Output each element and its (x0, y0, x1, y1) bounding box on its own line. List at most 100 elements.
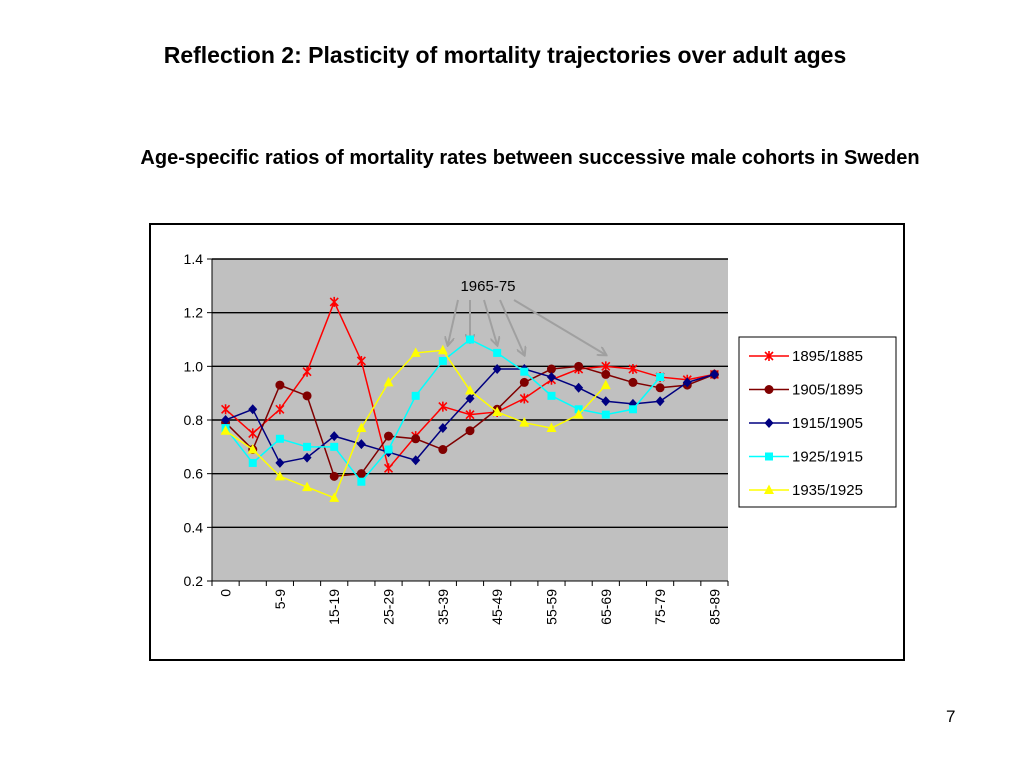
legend-marker (765, 452, 773, 461)
data-point (356, 439, 366, 450)
data-point (410, 347, 421, 357)
data-point (682, 377, 692, 388)
data-point (221, 404, 231, 415)
data-point (384, 431, 394, 441)
data-point (628, 377, 638, 387)
data-point (465, 426, 475, 436)
data-point (383, 376, 394, 387)
data-point (411, 434, 421, 444)
x-tick-label: 85-89 (706, 589, 722, 625)
legend-label: 1915/1905 (792, 415, 863, 432)
y-tick-label: 1.2 (184, 305, 204, 321)
x-tick-label: 65-69 (598, 589, 614, 625)
data-point (600, 379, 611, 390)
data-point (356, 355, 366, 366)
x-tick-label: 75-79 (652, 589, 668, 625)
y-tick-label: 0.4 (184, 519, 204, 535)
legend-label: 1895/1885 (792, 348, 863, 365)
slide-title: Reflection 2: Plasticity of mortality tr… (163, 42, 847, 68)
data-point (275, 434, 284, 443)
data-point (492, 364, 502, 375)
data-point (411, 391, 420, 400)
annotation-arrow (499, 299, 524, 355)
data-point (465, 393, 475, 404)
legend-marker (764, 418, 774, 428)
data-point (303, 442, 312, 451)
data-point (330, 442, 339, 451)
y-tick-label: 0.2 (184, 573, 204, 589)
data-point (275, 404, 285, 415)
data-point (221, 415, 231, 425)
data-point (220, 425, 231, 435)
data-point (302, 366, 312, 377)
x-tick-label: 35-39 (435, 589, 451, 625)
y-tick-label: 1.0 (184, 358, 204, 374)
data-point (519, 377, 529, 387)
data-point (438, 356, 447, 365)
data-point (302, 391, 312, 401)
data-point (275, 380, 285, 390)
data-point (356, 469, 366, 479)
annotation-arrow (513, 299, 606, 355)
chart-frame: 0.2 0.4 0.6 0.8 1.0 1.2 1.4 0 5-9 15-19 25-29 35-39… (149, 223, 905, 661)
chart-title: Age-specific ratios of mortality rates b… (140, 147, 920, 169)
line-chart: 0.2 0.4 0.6 0.8 1.0 1.2 1.4 0 5-9 15-19 25-29 35-39… (184, 251, 897, 625)
legend-label: 1925/1915 (792, 449, 863, 466)
annotation-label: 1965-75 (460, 278, 515, 295)
data-point (302, 452, 312, 463)
annotation-arrow (448, 299, 459, 345)
data-point (275, 457, 285, 468)
legend-marker (764, 385, 774, 394)
data-point (546, 364, 556, 374)
data-point (574, 382, 584, 393)
data-point (466, 335, 474, 344)
data-point (383, 463, 394, 474)
x-tick-label: 45-49 (489, 589, 505, 625)
legend-label: 1935/1925 (792, 482, 863, 499)
legend-marker (764, 484, 774, 494)
data-point (519, 417, 530, 427)
data-point (546, 422, 557, 433)
data-point (384, 445, 393, 454)
data-point (601, 410, 610, 419)
data-point (628, 405, 637, 414)
data-point (546, 372, 556, 383)
data-point (656, 373, 665, 382)
data-point (329, 431, 339, 442)
data-point (655, 383, 665, 393)
data-point (247, 444, 258, 454)
data-point (574, 361, 584, 371)
x-tick-label: 0 (218, 589, 234, 597)
data-point (601, 369, 611, 379)
data-point (601, 361, 611, 372)
data-point (248, 458, 257, 467)
data-point (573, 409, 584, 419)
data-point (437, 344, 448, 355)
data-point (628, 364, 638, 375)
data-point (709, 369, 719, 380)
legend-label: 1905/1895 (792, 382, 863, 399)
data-point (329, 296, 339, 307)
y-tick-label: 0.8 (184, 412, 204, 428)
data-point (438, 401, 448, 412)
page-number: 7 (946, 707, 956, 726)
data-point (357, 477, 366, 486)
y-tick-label: 1.4 (184, 251, 204, 267)
data-point (465, 409, 475, 420)
legend-marker (764, 351, 774, 361)
data-point (329, 492, 340, 502)
data-point (302, 481, 313, 492)
data-point (601, 396, 611, 407)
data-point (493, 348, 502, 357)
data-point (547, 391, 556, 400)
data-point (248, 428, 258, 439)
x-tick-label: 55-59 (543, 589, 559, 625)
data-point (438, 445, 448, 455)
data-point (411, 455, 421, 466)
data-point (492, 406, 503, 416)
data-point (248, 404, 258, 415)
data-point (274, 470, 285, 481)
x-tick-label: 25-29 (381, 589, 397, 625)
data-point (519, 393, 529, 404)
data-point (438, 423, 448, 434)
